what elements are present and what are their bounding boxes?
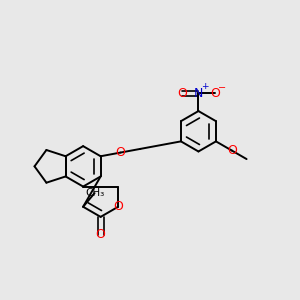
Text: O: O [210,87,220,100]
Text: O: O [113,200,123,213]
Text: N: N [194,87,203,100]
Text: O: O [177,87,187,100]
Text: O: O [96,228,106,241]
Text: CH₃: CH₃ [85,188,104,198]
Text: +: + [201,82,209,91]
Text: O: O [116,146,125,159]
Text: O: O [227,144,237,157]
Text: −: − [218,83,226,93]
